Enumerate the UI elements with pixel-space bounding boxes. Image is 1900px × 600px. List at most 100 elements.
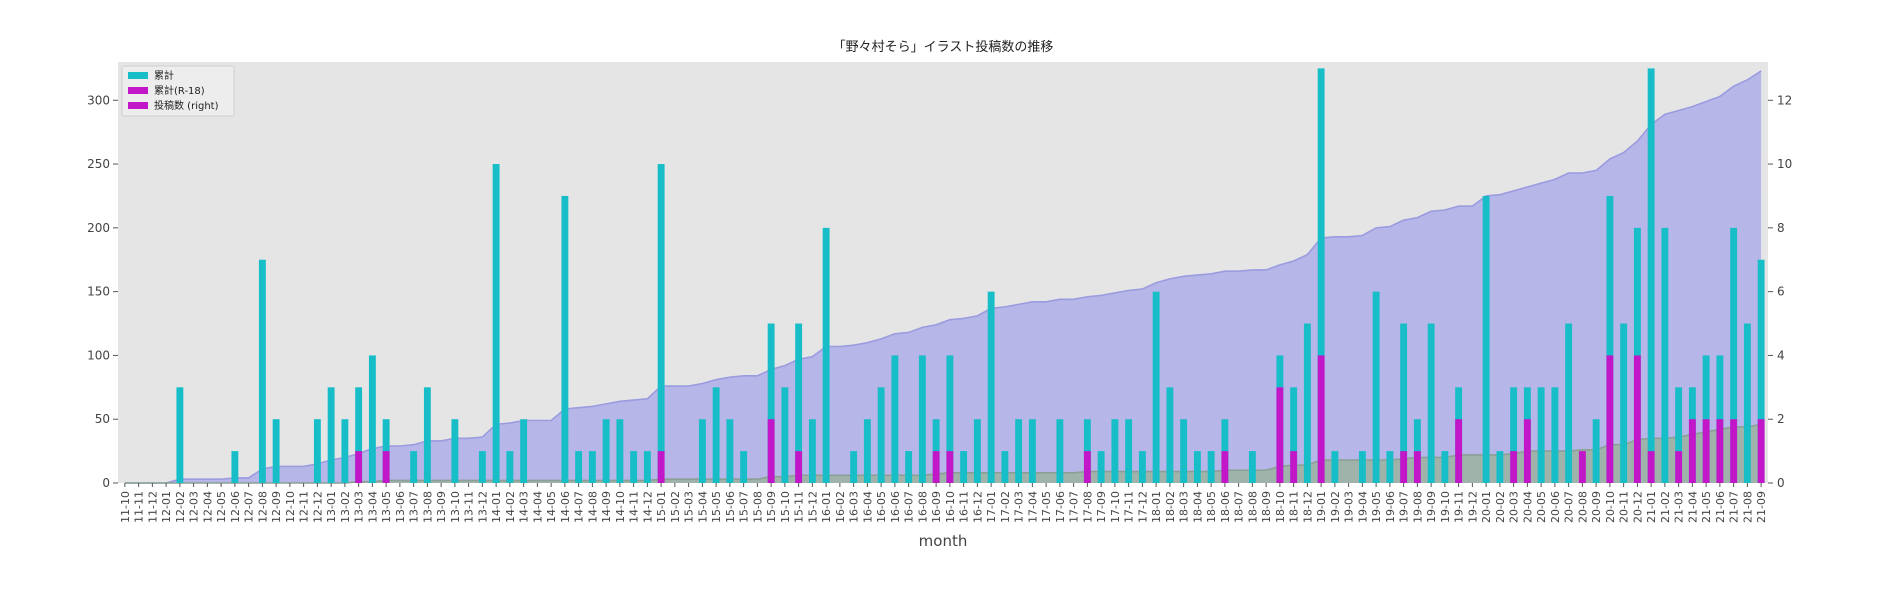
x-tick-label: 17-01	[985, 491, 998, 523]
x-tick-label: 13-04	[366, 491, 379, 523]
x-tick-label: 20-11	[1618, 491, 1631, 523]
y-right-tick-label: 6	[1777, 285, 1785, 299]
x-tick-label: 19-03	[1343, 491, 1356, 523]
x-tick-label: 13-06	[394, 491, 407, 523]
y-right-tick-label: 10	[1777, 157, 1792, 171]
bar-posts	[231, 451, 239, 483]
series-cumulative-area	[124, 70, 1762, 484]
y-right-tick-label: 4	[1777, 348, 1785, 362]
legend-label: 累計(R-18)	[154, 84, 205, 97]
x-tick-label: 21-08	[1741, 491, 1754, 523]
x-tick-label: 15-11	[793, 491, 806, 523]
bar-posts	[946, 355, 954, 483]
x-tick-label: 18-08	[1246, 491, 1259, 523]
x-tick-label: 18-04	[1191, 491, 1204, 523]
bar-r18	[1083, 451, 1091, 483]
bar-posts	[918, 355, 926, 483]
x-tick-label: 17-12	[1136, 491, 1149, 523]
x-tick-label: 16-01	[820, 491, 833, 523]
x-tick-label: 21-03	[1673, 491, 1686, 523]
legend-swatch	[128, 87, 148, 94]
bar-posts	[1386, 451, 1394, 483]
x-tick-label: 17-10	[1109, 491, 1122, 523]
x-tick-label: 15-07	[738, 491, 751, 523]
bar-r18	[1730, 419, 1738, 483]
bar-posts	[492, 164, 500, 483]
bar-posts	[478, 451, 486, 483]
x-tick-label: 13-09	[435, 491, 448, 523]
bar-r18	[1716, 419, 1724, 483]
x-tick-label: 16-10	[944, 491, 957, 523]
bar-posts	[1056, 419, 1064, 483]
x-tick-label: 17-05	[1040, 491, 1053, 523]
x-tick-label: 16-04	[861, 491, 874, 523]
bar-posts	[1510, 387, 1518, 483]
bar-posts	[616, 419, 624, 483]
x-tick-label: 21-06	[1714, 491, 1727, 523]
bar-r18	[795, 451, 803, 483]
x-tick-label: 19-05	[1370, 491, 1383, 523]
x-tick-label: 13-03	[353, 491, 366, 523]
x-tick-label: 13-07	[408, 491, 421, 523]
x-tick-label: 20-07	[1563, 491, 1576, 523]
x-tick-label: 17-04	[1026, 491, 1039, 523]
x-tick-label: 17-07	[1068, 491, 1081, 523]
bar-posts	[1661, 227, 1669, 483]
x-tick-label: 15-03	[683, 491, 696, 523]
bar-r18	[1317, 355, 1325, 483]
bar-posts	[1441, 451, 1449, 483]
x-tick-label: 17-02	[999, 491, 1012, 523]
x-tick-label: 12-08	[256, 491, 269, 523]
x-tick-label: 15-08	[751, 491, 764, 523]
bar-posts	[740, 451, 748, 483]
bar-posts	[1111, 419, 1119, 483]
bar-posts	[1620, 323, 1628, 483]
bar-posts	[795, 323, 803, 483]
bar-r18	[767, 419, 775, 483]
x-tick-label: 12-03	[188, 491, 201, 523]
bar-posts	[1015, 419, 1023, 483]
bar-posts	[1221, 419, 1229, 483]
x-tick-label: 19-06	[1384, 491, 1397, 523]
x-tick-label: 14-09	[600, 491, 613, 523]
bar-r18	[1221, 451, 1229, 483]
x-tick-label: 13-01	[325, 491, 338, 523]
x-tick-label: 12-06	[229, 491, 242, 523]
x-tick-label: 15-02	[669, 491, 682, 523]
bar-r18	[1688, 419, 1696, 483]
y-left-tick-label: 50	[95, 412, 110, 426]
x-tick-label: 14-04	[531, 491, 544, 523]
bar-posts	[698, 419, 706, 483]
bar-posts	[451, 419, 459, 483]
bar-posts	[520, 419, 528, 483]
bar-posts	[712, 387, 720, 483]
bar-r18	[946, 451, 954, 483]
bar-posts	[1193, 451, 1201, 483]
bar-posts	[1606, 195, 1614, 483]
x-tick-label: 18-09	[1260, 491, 1273, 523]
bar-posts	[767, 323, 775, 483]
x-tick-label: 15-05	[710, 491, 723, 523]
bar-r18	[1400, 451, 1408, 483]
x-tick-label: 19-04	[1356, 491, 1369, 523]
bar-posts	[863, 419, 871, 483]
x-tick-label: 13-12	[476, 491, 489, 523]
x-tick-label: 12-09	[270, 491, 283, 523]
bar-posts	[891, 355, 899, 483]
x-tick-label: 17-03	[1013, 491, 1026, 523]
bar-posts	[423, 387, 431, 483]
x-tick-label: 19-08	[1411, 491, 1424, 523]
bar-posts	[1138, 451, 1146, 483]
bar-posts	[1592, 419, 1600, 483]
bar-posts	[561, 195, 569, 483]
bar-posts	[313, 419, 321, 483]
bar-posts	[506, 451, 514, 483]
bar-posts	[1565, 323, 1573, 483]
bar-posts	[960, 451, 968, 483]
bar-r18	[932, 451, 940, 483]
bar-posts	[258, 259, 266, 483]
x-tick-label: 14-06	[559, 491, 572, 523]
bar-posts	[327, 387, 335, 483]
bar-r18	[1675, 451, 1683, 483]
